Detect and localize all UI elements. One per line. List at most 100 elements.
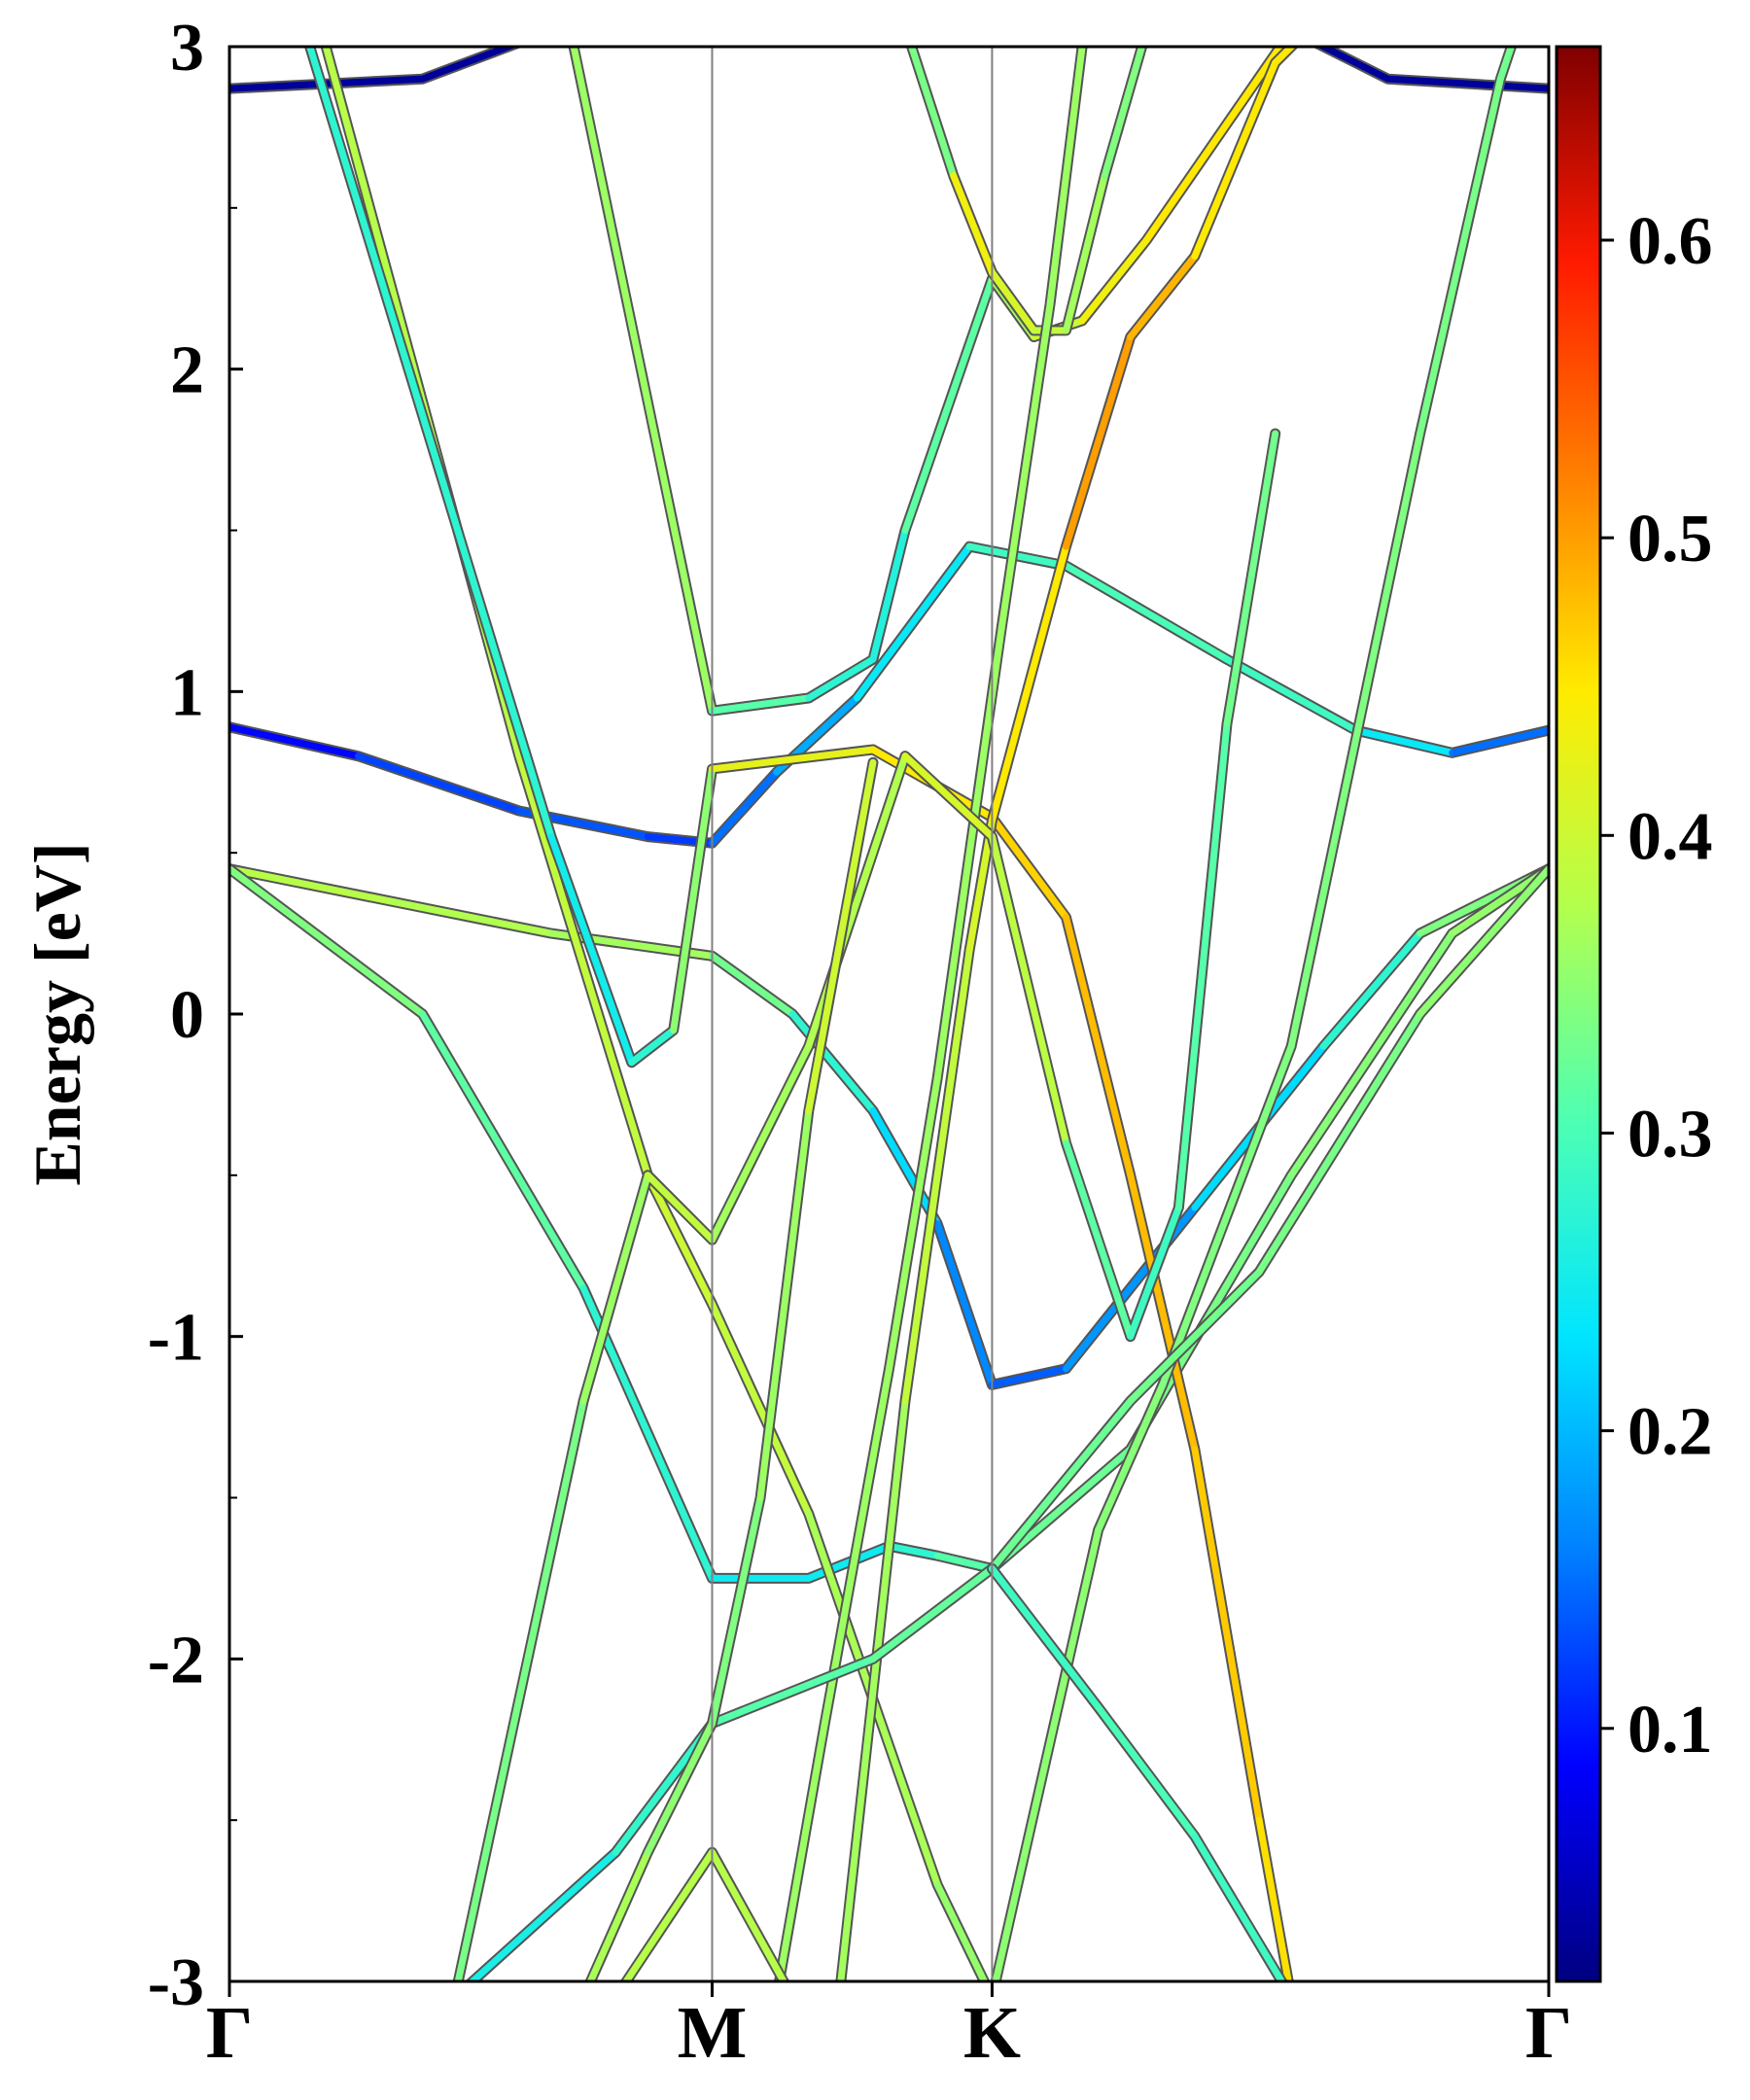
y-tick-label: -2 [148,1623,204,1698]
kpoint-label: M [678,1992,748,2074]
band-segment [708,746,877,773]
band-segment [886,1074,941,1373]
band-segment [988,542,1070,824]
band-segment [821,1365,892,1728]
band-segment [988,833,1070,1147]
band-segment [1174,720,1231,1211]
colorbar-tick-label: 0.3 [1628,1097,1713,1172]
band-segment [1255,1816,1292,1981]
band-segment [837,1397,909,1981]
band-segment [869,1564,996,1662]
band-segment [570,47,716,715]
colorbar-ticks: 0.1 0.2 0.3 0.4 0.5 0.6 [1600,204,1713,1768]
band-segment [644,1720,716,1856]
band-segment [644,1172,716,1308]
band-segment [1496,47,1516,83]
band-segment [965,542,1070,570]
colorbar [1555,45,1602,1983]
band-segment [998,300,1054,631]
band-segment [467,1848,619,1981]
band-segment [708,1042,813,1243]
band-segment [628,1027,678,1067]
band-segment [933,1881,989,1981]
band-segment [1127,1268,1263,1405]
band-segment [229,865,427,1018]
band-segment [1095,1703,1199,1840]
band-segment [586,1848,651,1981]
band-segment [1063,172,1108,334]
band-segment [1191,1833,1286,1981]
band-segment [1101,47,1146,180]
band-segment [419,1010,587,1292]
kpoint-dividers [711,47,994,1981]
y-tick-label: -3 [148,1945,204,2020]
band-segment [1142,47,1285,244]
band-segment [788,1010,877,1114]
band-segment [1417,865,1549,1018]
band-lines [229,47,1549,1981]
band-segment [1078,236,1150,325]
y-tick-label: 0 [170,978,204,1053]
band-segment [805,752,909,1050]
band-segment [988,1397,1135,1572]
band-segment [901,946,973,1405]
band-segment [419,47,518,83]
colorbar-tick-label: 0.5 [1628,502,1713,577]
kpoint-label: K [963,1992,1021,2074]
band-segment [1417,75,1504,438]
band-outline [229,863,1549,1584]
band-segment [515,752,651,1179]
band-segment [708,1494,764,1728]
band-segment [1063,333,1135,550]
kpoint-label: Γ [1525,1992,1572,2074]
band-segment [933,1220,996,1388]
band-segment [1127,1172,1199,1453]
band-segment [1159,1042,1295,1388]
colorbar-tick-label: 0.1 [1628,1693,1713,1768]
band-segment [1223,430,1279,727]
band-segment [708,1848,788,1981]
band-segment [1191,59,1279,261]
band-segment [988,814,1070,921]
band-segment [933,1552,996,1572]
band-segment [1063,562,1231,663]
kpoint-label: Γ [206,1992,253,2074]
band-segment [621,1848,716,1981]
band-segment [950,172,996,276]
band-segment [1046,47,1086,308]
band-segment [1095,1381,1167,1534]
band-segment [1319,929,1424,1050]
band-segment [579,1172,651,1405]
band-segment [1223,655,1359,734]
band-segment [708,694,813,715]
band-segment [886,1542,941,1559]
band-segment [644,1172,716,1243]
band-segment [1351,726,1456,756]
band-segment [708,1655,877,1728]
band-segment [805,655,877,702]
band-segment [992,1526,1102,1981]
band-segment [933,623,1005,1082]
band-segment [708,768,781,847]
band-segment [1127,1204,1182,1341]
band-segment [1287,430,1424,1050]
band-segment [988,1564,1102,1711]
band-segment [756,1107,813,1501]
colorbar-tick-label: 0.6 [1628,204,1713,279]
band-segment [869,527,909,663]
band-segment [776,1720,828,1981]
band-segment [454,1397,587,1981]
band-segment [1287,929,1456,1179]
band-segment [354,752,523,815]
band-segment [1127,253,1199,340]
band-outline [568,47,1287,717]
y-tick-label: 3 [170,11,204,86]
band-segment [670,765,716,1034]
band-segment [853,542,973,702]
band-segment [547,833,636,1067]
colorbar-tick-label: 0.2 [1628,1395,1713,1470]
band-segment [1384,75,1549,92]
band-segment [1063,914,1135,1179]
